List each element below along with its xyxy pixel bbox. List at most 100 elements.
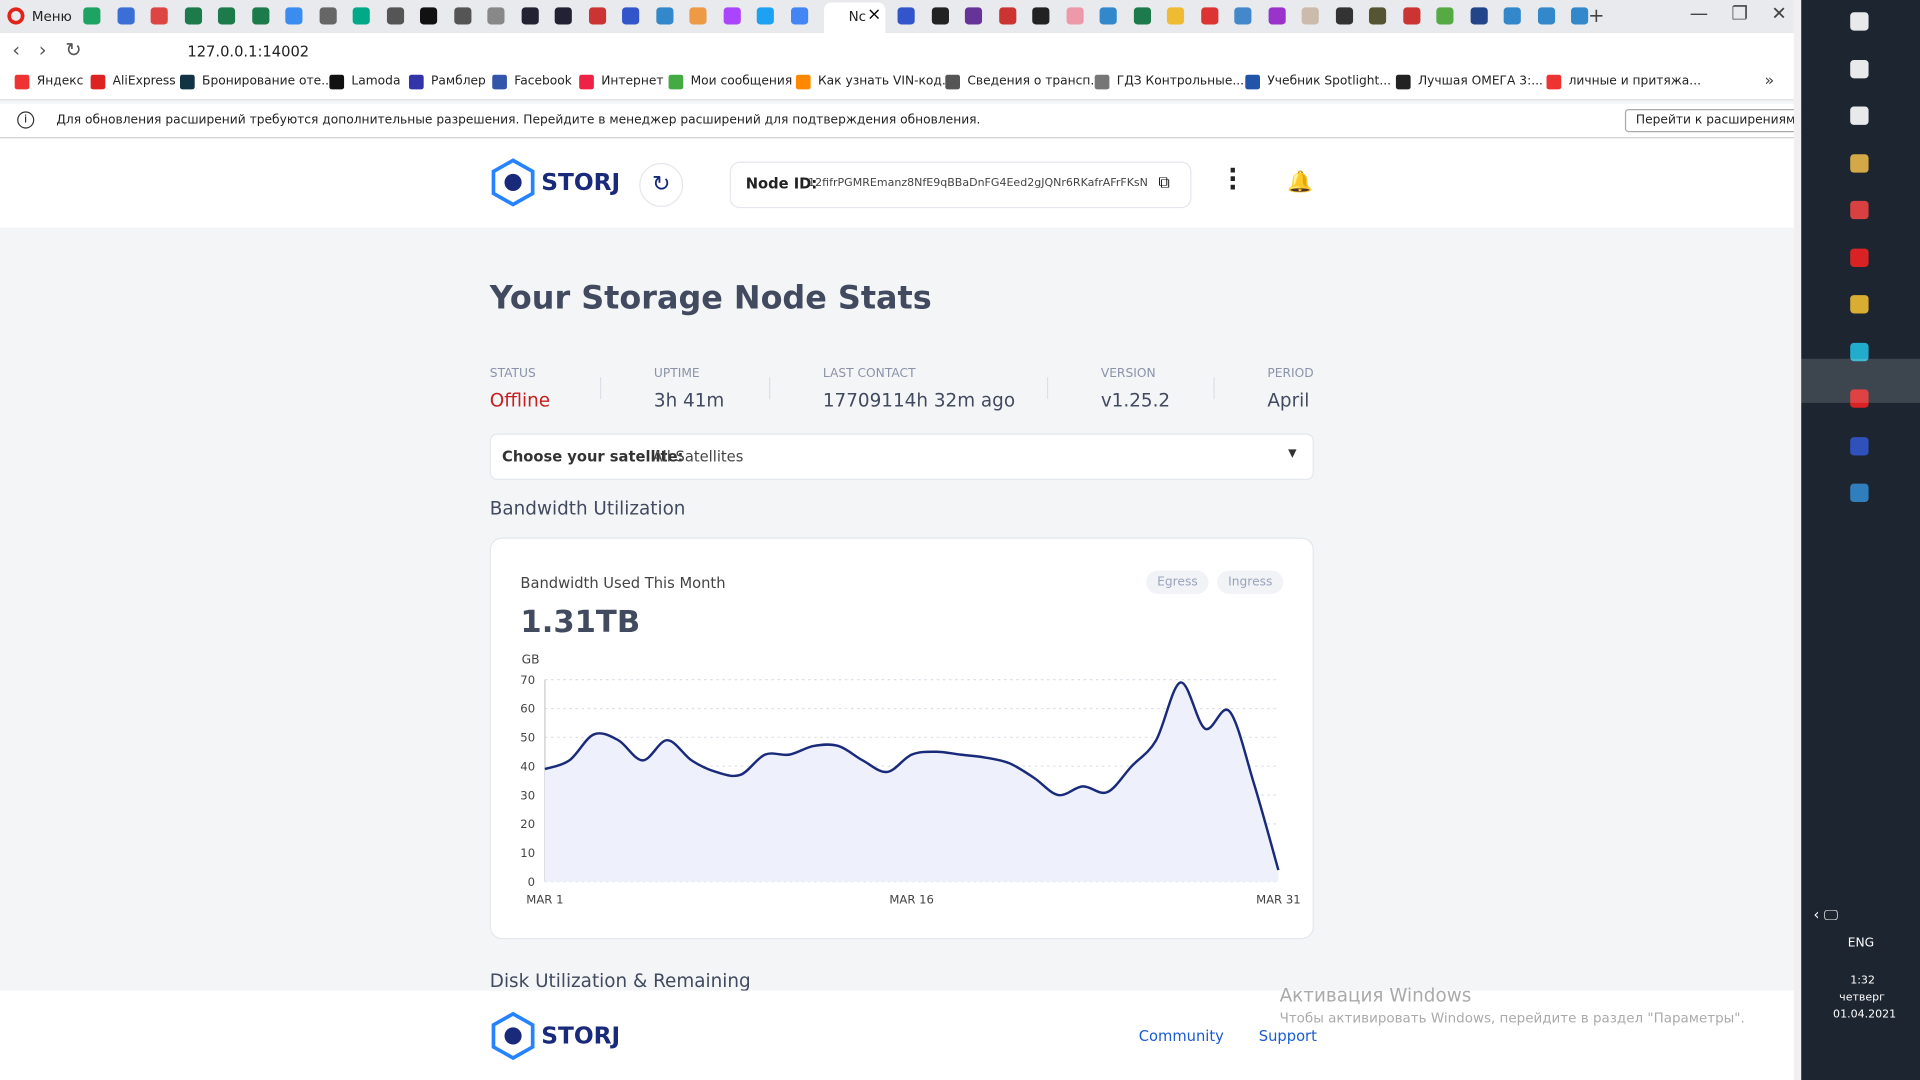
tab-icon[interactable] bbox=[1301, 7, 1319, 25]
tab-icon[interactable] bbox=[1166, 7, 1185, 25]
clock-time[interactable]: 1:32 bbox=[1850, 974, 1875, 987]
bookmark[interactable]: Рамблер bbox=[431, 74, 486, 89]
tab-icon[interactable] bbox=[318, 7, 337, 25]
bookmark[interactable]: ГДЗ Контрольные... bbox=[1116, 74, 1245, 89]
bookmark[interactable]: AliExpress bbox=[112, 74, 176, 89]
tab-icon[interactable] bbox=[1335, 7, 1353, 25]
menu[interactable]: Меню bbox=[31, 8, 72, 25]
bookmark[interactable]: Яндекс bbox=[36, 74, 84, 89]
bookmark-icon[interactable] bbox=[408, 74, 424, 90]
taskbar-icon[interactable] bbox=[1850, 295, 1869, 314]
language[interactable]: ENG bbox=[1847, 936, 1875, 951]
taskbar-icon[interactable] bbox=[1850, 59, 1869, 78]
bookmark-icon[interactable] bbox=[90, 74, 106, 90]
footer-link[interactable]: Community bbox=[1138, 1027, 1224, 1045]
tab-icon[interactable] bbox=[420, 7, 438, 25]
tab-icon[interactable] bbox=[1133, 7, 1151, 25]
menu-dots[interactable]: · · · bbox=[1228, 155, 1238, 203]
tab-icon[interactable] bbox=[689, 7, 707, 25]
tab-icon[interactable] bbox=[554, 7, 572, 25]
tab-icon[interactable] bbox=[1200, 7, 1218, 25]
tab-icon[interactable] bbox=[1065, 7, 1084, 25]
bookmark-icon[interactable] bbox=[668, 74, 684, 90]
tab-icon[interactable] bbox=[116, 7, 135, 25]
tab-icon[interactable] bbox=[217, 7, 236, 25]
tab-icon[interactable] bbox=[964, 7, 983, 25]
tab-icon[interactable] bbox=[723, 7, 741, 25]
bookmark[interactable]: личные и притяжа... bbox=[1568, 74, 1701, 89]
tab-icon[interactable] bbox=[1537, 7, 1555, 25]
notifications[interactable]: 🔔 bbox=[1286, 170, 1313, 195]
bookmark-icon[interactable] bbox=[1546, 74, 1562, 90]
tab-icon[interactable] bbox=[655, 7, 673, 25]
tab-close[interactable]: × bbox=[866, 4, 882, 25]
tab-icon[interactable] bbox=[1234, 7, 1252, 25]
satellite-select[interactable] bbox=[489, 433, 1314, 481]
clock-day[interactable]: четверг bbox=[1839, 991, 1885, 1005]
clock-date[interactable]: 01.04.2021 bbox=[1833, 1008, 1897, 1022]
bookmark[interactable]: Мои сообщения bbox=[690, 74, 793, 89]
tab-icon[interactable] bbox=[790, 7, 808, 25]
opera-logo[interactable] bbox=[7, 7, 25, 25]
taskbar-icon[interactable] bbox=[1850, 200, 1869, 220]
taskbar-icon[interactable] bbox=[1850, 247, 1869, 267]
tab-icon[interactable] bbox=[756, 7, 774, 25]
bookmark[interactable]: Как узнать VIN-код... bbox=[817, 74, 954, 89]
bookmark[interactable]: Интернет bbox=[601, 74, 664, 89]
tab-icon[interactable] bbox=[1267, 7, 1286, 25]
bookmark-icon[interactable] bbox=[180, 74, 195, 90]
bookmark[interactable]: Учебник Spotlight... bbox=[1267, 74, 1392, 89]
tab-icon[interactable] bbox=[386, 7, 404, 25]
copy-button[interactable]: ⧉ bbox=[1158, 173, 1170, 193]
bookmark-icon[interactable] bbox=[329, 74, 345, 90]
satellite-value[interactable]: All Satellites bbox=[652, 448, 744, 466]
bookmark-icon[interactable] bbox=[945, 74, 961, 90]
taskbar-icon[interactable] bbox=[1850, 389, 1869, 408]
tab-icon[interactable] bbox=[1368, 7, 1387, 25]
taskbar-active[interactable] bbox=[1801, 358, 1920, 403]
tab-icon[interactable] bbox=[184, 7, 202, 25]
bookmark[interactable]: Лучшая ОМЕГА 3:... bbox=[1417, 74, 1543, 89]
bookmark-icon[interactable] bbox=[1395, 74, 1411, 90]
tab-icon[interactable] bbox=[1503, 7, 1521, 25]
tab-icon[interactable] bbox=[1571, 7, 1589, 25]
bookmark[interactable]: Сведения о трансп... bbox=[967, 74, 1103, 89]
taskbar-icon[interactable] bbox=[1850, 342, 1869, 361]
tab-icon[interactable] bbox=[1436, 7, 1454, 25]
tab-icon[interactable] bbox=[285, 7, 303, 25]
tab-icon[interactable] bbox=[1402, 7, 1420, 25]
taskbar-icon[interactable] bbox=[1850, 106, 1869, 125]
nav-buttons[interactable]: ‹ › ↻ bbox=[12, 37, 82, 62]
bookmark-icon[interactable] bbox=[579, 74, 594, 90]
tab-icon[interactable] bbox=[931, 7, 949, 25]
tab-icon[interactable] bbox=[897, 7, 915, 25]
taskbar-icon[interactable] bbox=[1850, 12, 1869, 31]
taskbar-icon[interactable] bbox=[1850, 483, 1869, 503]
ingress-toggle[interactable]: Ingress bbox=[1217, 570, 1284, 594]
bookmark[interactable]: Facebook bbox=[514, 74, 572, 89]
taskbar-icon[interactable] bbox=[1850, 436, 1869, 455]
tab-icon[interactable] bbox=[622, 7, 640, 25]
tab-icon[interactable] bbox=[1032, 7, 1050, 25]
new-tab[interactable]: + bbox=[1588, 3, 1605, 27]
window-controls[interactable]: — ❐ ✕ bbox=[1689, 2, 1787, 25]
bookmarks-more[interactable]: » bbox=[1764, 72, 1775, 91]
footer-link[interactable]: Support bbox=[1258, 1027, 1317, 1045]
url[interactable]: 127.0.0.1:14002 bbox=[187, 42, 310, 61]
bookmark-icon[interactable] bbox=[492, 74, 507, 90]
bookmark-icon[interactable] bbox=[14, 74, 30, 90]
tab-icon[interactable] bbox=[487, 7, 505, 25]
taskbar-icon[interactable] bbox=[1850, 153, 1869, 173]
bookmark-icon[interactable] bbox=[795, 74, 811, 90]
tab-icon[interactable] bbox=[588, 7, 606, 25]
tab-icon[interactable] bbox=[352, 7, 370, 25]
bookmark[interactable]: Lamoda bbox=[351, 74, 401, 89]
tab-icon[interactable] bbox=[998, 7, 1016, 25]
tab-icon[interactable] bbox=[453, 7, 471, 25]
tab-icon[interactable] bbox=[521, 7, 539, 25]
tab-title[interactable]: Nc bbox=[848, 8, 867, 25]
bookmark[interactable]: Бронирование оте... bbox=[202, 74, 333, 89]
bookmark-icon[interactable] bbox=[1094, 74, 1110, 90]
egress-toggle[interactable]: Egress bbox=[1146, 570, 1209, 594]
infobar-button[interactable]: Перейти к расширениям bbox=[1624, 108, 1807, 133]
